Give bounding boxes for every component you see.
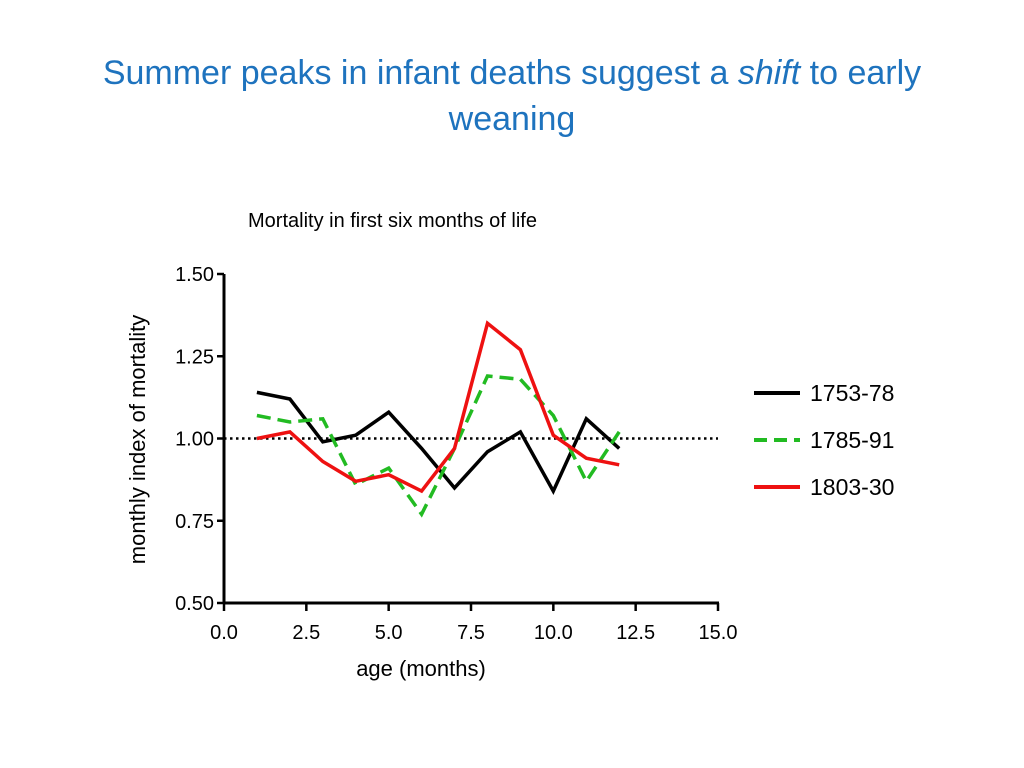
series-line-1803-30 <box>256 320 620 494</box>
y-axis-title: monthly index of mortality <box>125 315 150 564</box>
legend-label-1785-91: 1785-91 <box>810 427 894 453</box>
slide-title: Summer peaks in infant deaths suggest a … <box>40 50 984 142</box>
y-tick-label: 1.00 <box>175 429 214 451</box>
legend-label-1753-78: 1753-78 <box>810 380 894 406</box>
slide-title-part-1: Summer peaks in infant deaths suggest a <box>102 54 738 92</box>
x-tick-label: 0.0 <box>210 622 238 644</box>
x-tick-label: 12.5 <box>616 622 655 644</box>
slide-title-part-2: to early weaning <box>448 54 922 138</box>
x-tick-label: 2.5 <box>292 622 320 644</box>
x-tick-label: 5.0 <box>375 622 403 644</box>
x-tick-label: 7.5 <box>457 622 485 644</box>
y-tick-label: 1.50 <box>175 264 214 286</box>
chart-subtitle: Mortality in first six months of life <box>248 210 537 232</box>
legend-label-1803-30: 1803-30 <box>810 474 894 500</box>
y-tick-label: 0.75 <box>175 511 214 533</box>
slide-title-emphasis: shift <box>737 54 801 92</box>
x-tick-label: 10.0 <box>534 622 573 644</box>
y-tick-label: 1.25 <box>175 346 214 368</box>
y-tick-label: 0.50 <box>175 593 214 615</box>
x-tick-label: 15.0 <box>699 622 738 644</box>
x-axis-title: age (months) <box>356 656 486 681</box>
